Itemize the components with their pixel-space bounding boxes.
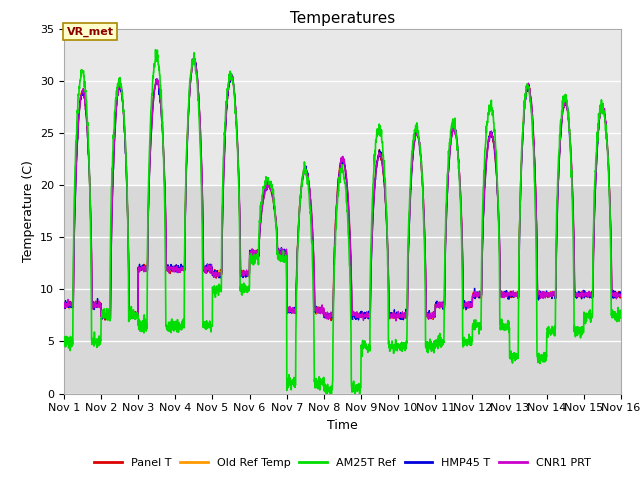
AM25T Ref [568,192,576,197]
Title: Temperatures: Temperatures [290,11,395,26]
Panel T [327,318,335,324]
Old Ref Temp [190,55,198,61]
CNR1 PRT [505,292,513,298]
Old Ref Temp [505,292,513,298]
Y-axis label: Temperature (C): Temperature (C) [22,160,35,262]
CNR1 PRT [617,291,625,297]
Old Ref Temp [568,173,576,179]
Line: CNR1 PRT: CNR1 PRT [64,59,621,321]
Panel T [617,292,625,298]
HMP45 T [359,312,367,317]
X-axis label: Time: Time [327,419,358,432]
Old Ref Temp [371,178,379,184]
AM25T Ref [371,148,379,154]
Line: Panel T: Panel T [64,58,621,321]
HMP45 T [617,292,625,298]
Bar [64,29,621,185]
Legend: Panel T, Old Ref Temp, AM25T Ref, HMP45 T, CNR1 PRT: Panel T, Old Ref Temp, AM25T Ref, HMP45 … [90,454,595,473]
CNR1 PRT [584,295,591,300]
AM25T Ref [359,346,367,351]
AM25T Ref [152,47,159,52]
HMP45 T [216,270,223,276]
HMP45 T [584,290,591,296]
AM25T Ref [505,322,513,327]
Old Ref Temp [349,316,357,322]
CNR1 PRT [216,273,223,278]
Panel T [60,300,68,306]
CNR1 PRT [568,172,576,178]
CNR1 PRT [392,318,400,324]
Line: HMP45 T: HMP45 T [64,58,621,320]
Text: VR_met: VR_met [67,26,114,36]
HMP45 T [371,179,379,185]
Old Ref Temp [359,311,367,316]
HMP45 T [355,317,362,323]
Panel T [568,177,576,183]
Panel T [371,177,379,182]
HMP45 T [505,291,513,297]
CNR1 PRT [191,56,198,61]
CNR1 PRT [359,313,367,319]
Panel T [359,311,367,316]
Panel T [584,290,591,296]
CNR1 PRT [60,305,68,311]
AM25T Ref [323,391,330,396]
Old Ref Temp [617,292,625,298]
Old Ref Temp [216,271,223,276]
Line: AM25T Ref: AM25T Ref [64,49,621,394]
Panel T [505,292,513,298]
HMP45 T [568,180,576,186]
Panel T [190,55,198,61]
AM25T Ref [60,343,68,348]
Old Ref Temp [60,301,68,307]
AM25T Ref [584,314,591,320]
Old Ref Temp [584,291,591,297]
HMP45 T [191,55,198,60]
CNR1 PRT [371,186,379,192]
AM25T Ref [216,283,223,288]
Panel T [216,272,223,277]
Line: Old Ref Temp: Old Ref Temp [64,58,621,319]
AM25T Ref [617,308,625,313]
HMP45 T [60,303,68,309]
